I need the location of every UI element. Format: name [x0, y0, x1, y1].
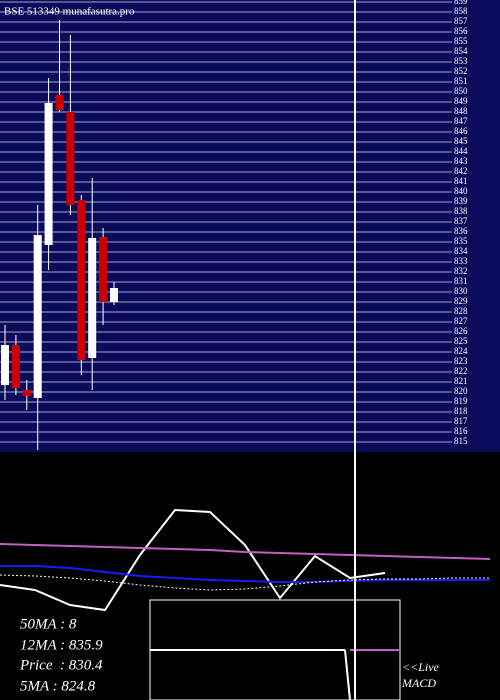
candle-body [110, 288, 118, 302]
y-tick-label: 830 [454, 286, 468, 296]
indicator-line [0, 574, 490, 591]
y-tick-label: 835 [454, 236, 468, 246]
y-tick-label: 826 [454, 326, 468, 336]
indicator-label: MACD [401, 676, 436, 690]
y-tick-label: 856 [454, 26, 468, 36]
y-tick-label: 839 [454, 196, 468, 206]
y-tick-label: 847 [454, 116, 468, 126]
y-tick-label: 827 [454, 316, 468, 326]
candle-body [1, 345, 9, 385]
indicator-line [0, 543, 491, 560]
annotation: Price : 830.4 [19, 657, 103, 673]
annotation: 12MA : 835.9 [20, 637, 103, 653]
y-tick-label: 852 [454, 66, 468, 76]
y-tick-label: 833 [454, 256, 468, 266]
candle-body [55, 95, 64, 110]
candle-body [99, 237, 108, 302]
y-tick-label: 837 [454, 216, 468, 226]
y-tick-label: 821 [454, 376, 468, 386]
y-tick-label: 842 [454, 166, 468, 176]
y-tick-label: 831 [454, 276, 468, 286]
y-tick-label: 855 [454, 36, 468, 46]
y-tick-label: 829 [454, 296, 468, 306]
y-tick-label: 828 [454, 306, 468, 316]
candle-body [88, 238, 97, 358]
y-tick-label: 853 [454, 56, 468, 66]
y-tick-label: 819 [454, 396, 468, 406]
y-tick-label: 836 [454, 226, 468, 236]
candle-body [44, 103, 53, 245]
candle-body [66, 112, 75, 205]
y-tick-label: 817 [454, 416, 468, 426]
annotation: 50MA : 8 [20, 616, 77, 632]
y-tick-label: 816 [454, 426, 468, 436]
y-tick-label: 834 [454, 246, 468, 256]
macd-panel [0, 452, 500, 700]
annotation: 5MA : 824.8 [20, 678, 96, 694]
y-tick-label: 840 [454, 186, 468, 196]
inset-line [344, 649, 351, 700]
y-tick-label: 857 [454, 16, 468, 26]
candle-body [33, 235, 42, 398]
y-tick-label: 841 [454, 176, 468, 186]
y-tick-label: 848 [454, 106, 468, 116]
candle-body [22, 390, 31, 396]
y-tick-label: 825 [454, 336, 468, 346]
indicator-line [0, 565, 490, 583]
candle-body [77, 200, 86, 360]
y-tick-label: 854 [454, 46, 468, 56]
y-tick-label: 818 [454, 406, 468, 416]
y-tick-label: 845 [454, 136, 468, 146]
y-tick-label: 849 [454, 96, 468, 106]
candle-body [11, 345, 20, 388]
y-tick-label: 838 [454, 206, 468, 216]
y-tick-label: 859 [454, 0, 468, 6]
live-label: <<Live [402, 660, 440, 674]
y-tick-label: 843 [454, 156, 468, 166]
y-tick-label: 844 [454, 146, 468, 156]
y-tick-label: 850 [454, 86, 468, 96]
chart-title: BSE 513349 munafasutra.pro [4, 6, 135, 18]
y-tick-label: 858 [454, 6, 468, 16]
y-tick-label: 822 [454, 366, 468, 376]
y-tick-label: 820 [454, 386, 468, 396]
y-tick-label: 851 [454, 76, 468, 86]
y-tick-label: 815 [454, 436, 468, 446]
y-tick-label: 824 [454, 346, 468, 356]
indicator-line [0, 508, 386, 612]
y-tick-label: 823 [454, 356, 468, 366]
price-panel [0, 0, 500, 452]
y-tick-label: 846 [454, 126, 468, 136]
y-tick-label: 832 [454, 266, 468, 276]
